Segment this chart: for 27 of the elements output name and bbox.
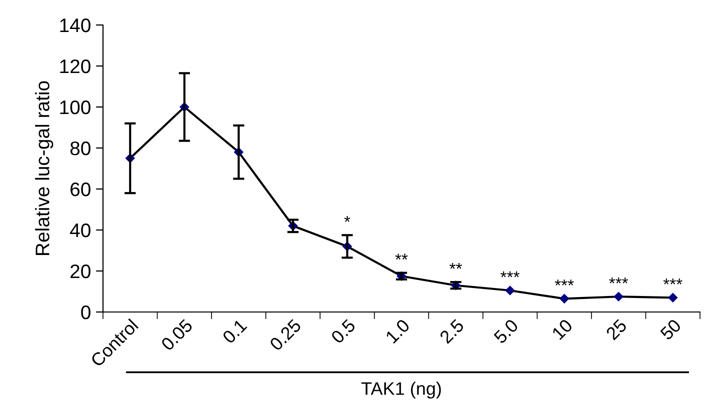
x-tick-label: 10 — [551, 318, 574, 340]
x-tick-label: 50 — [660, 318, 682, 341]
y-tick-label: 20 — [70, 264, 90, 278]
annotation: *** — [663, 278, 682, 284]
x-axis-title: TAK1 (ng) — [361, 382, 441, 399]
annotation: ** — [450, 262, 462, 269]
annotation: * — [344, 216, 350, 222]
y-tick-label: 0 — [81, 305, 90, 320]
x-tick-label: 0.05 — [160, 318, 194, 352]
annotation: ** — [395, 254, 408, 260]
x-tick-label: 0.5 — [330, 318, 356, 344]
y-tick-label: 140 — [60, 18, 90, 32]
annotation: *** — [554, 280, 574, 286]
x-tick-label: 0.25 — [268, 318, 302, 352]
annotation: *** — [609, 278, 628, 284]
y-axis-title: Relative luc-gal ratio — [35, 81, 54, 255]
y-tick-label: 80 — [70, 141, 90, 156]
x-tick-label: 1.0 — [385, 318, 410, 344]
y-tick-label: 60 — [70, 182, 90, 196]
y-tick-label: 100 — [60, 100, 90, 114]
x-tick-label: 0.1 — [222, 318, 248, 344]
annotation: *** — [500, 271, 520, 278]
x-tick-label: 25 — [605, 318, 628, 340]
x-tick-label: 5.0 — [493, 318, 519, 344]
y-tick-label: 120 — [60, 59, 90, 74]
x-tick-label: 2.5 — [439, 318, 465, 344]
y-tick-label: 40 — [70, 223, 90, 238]
